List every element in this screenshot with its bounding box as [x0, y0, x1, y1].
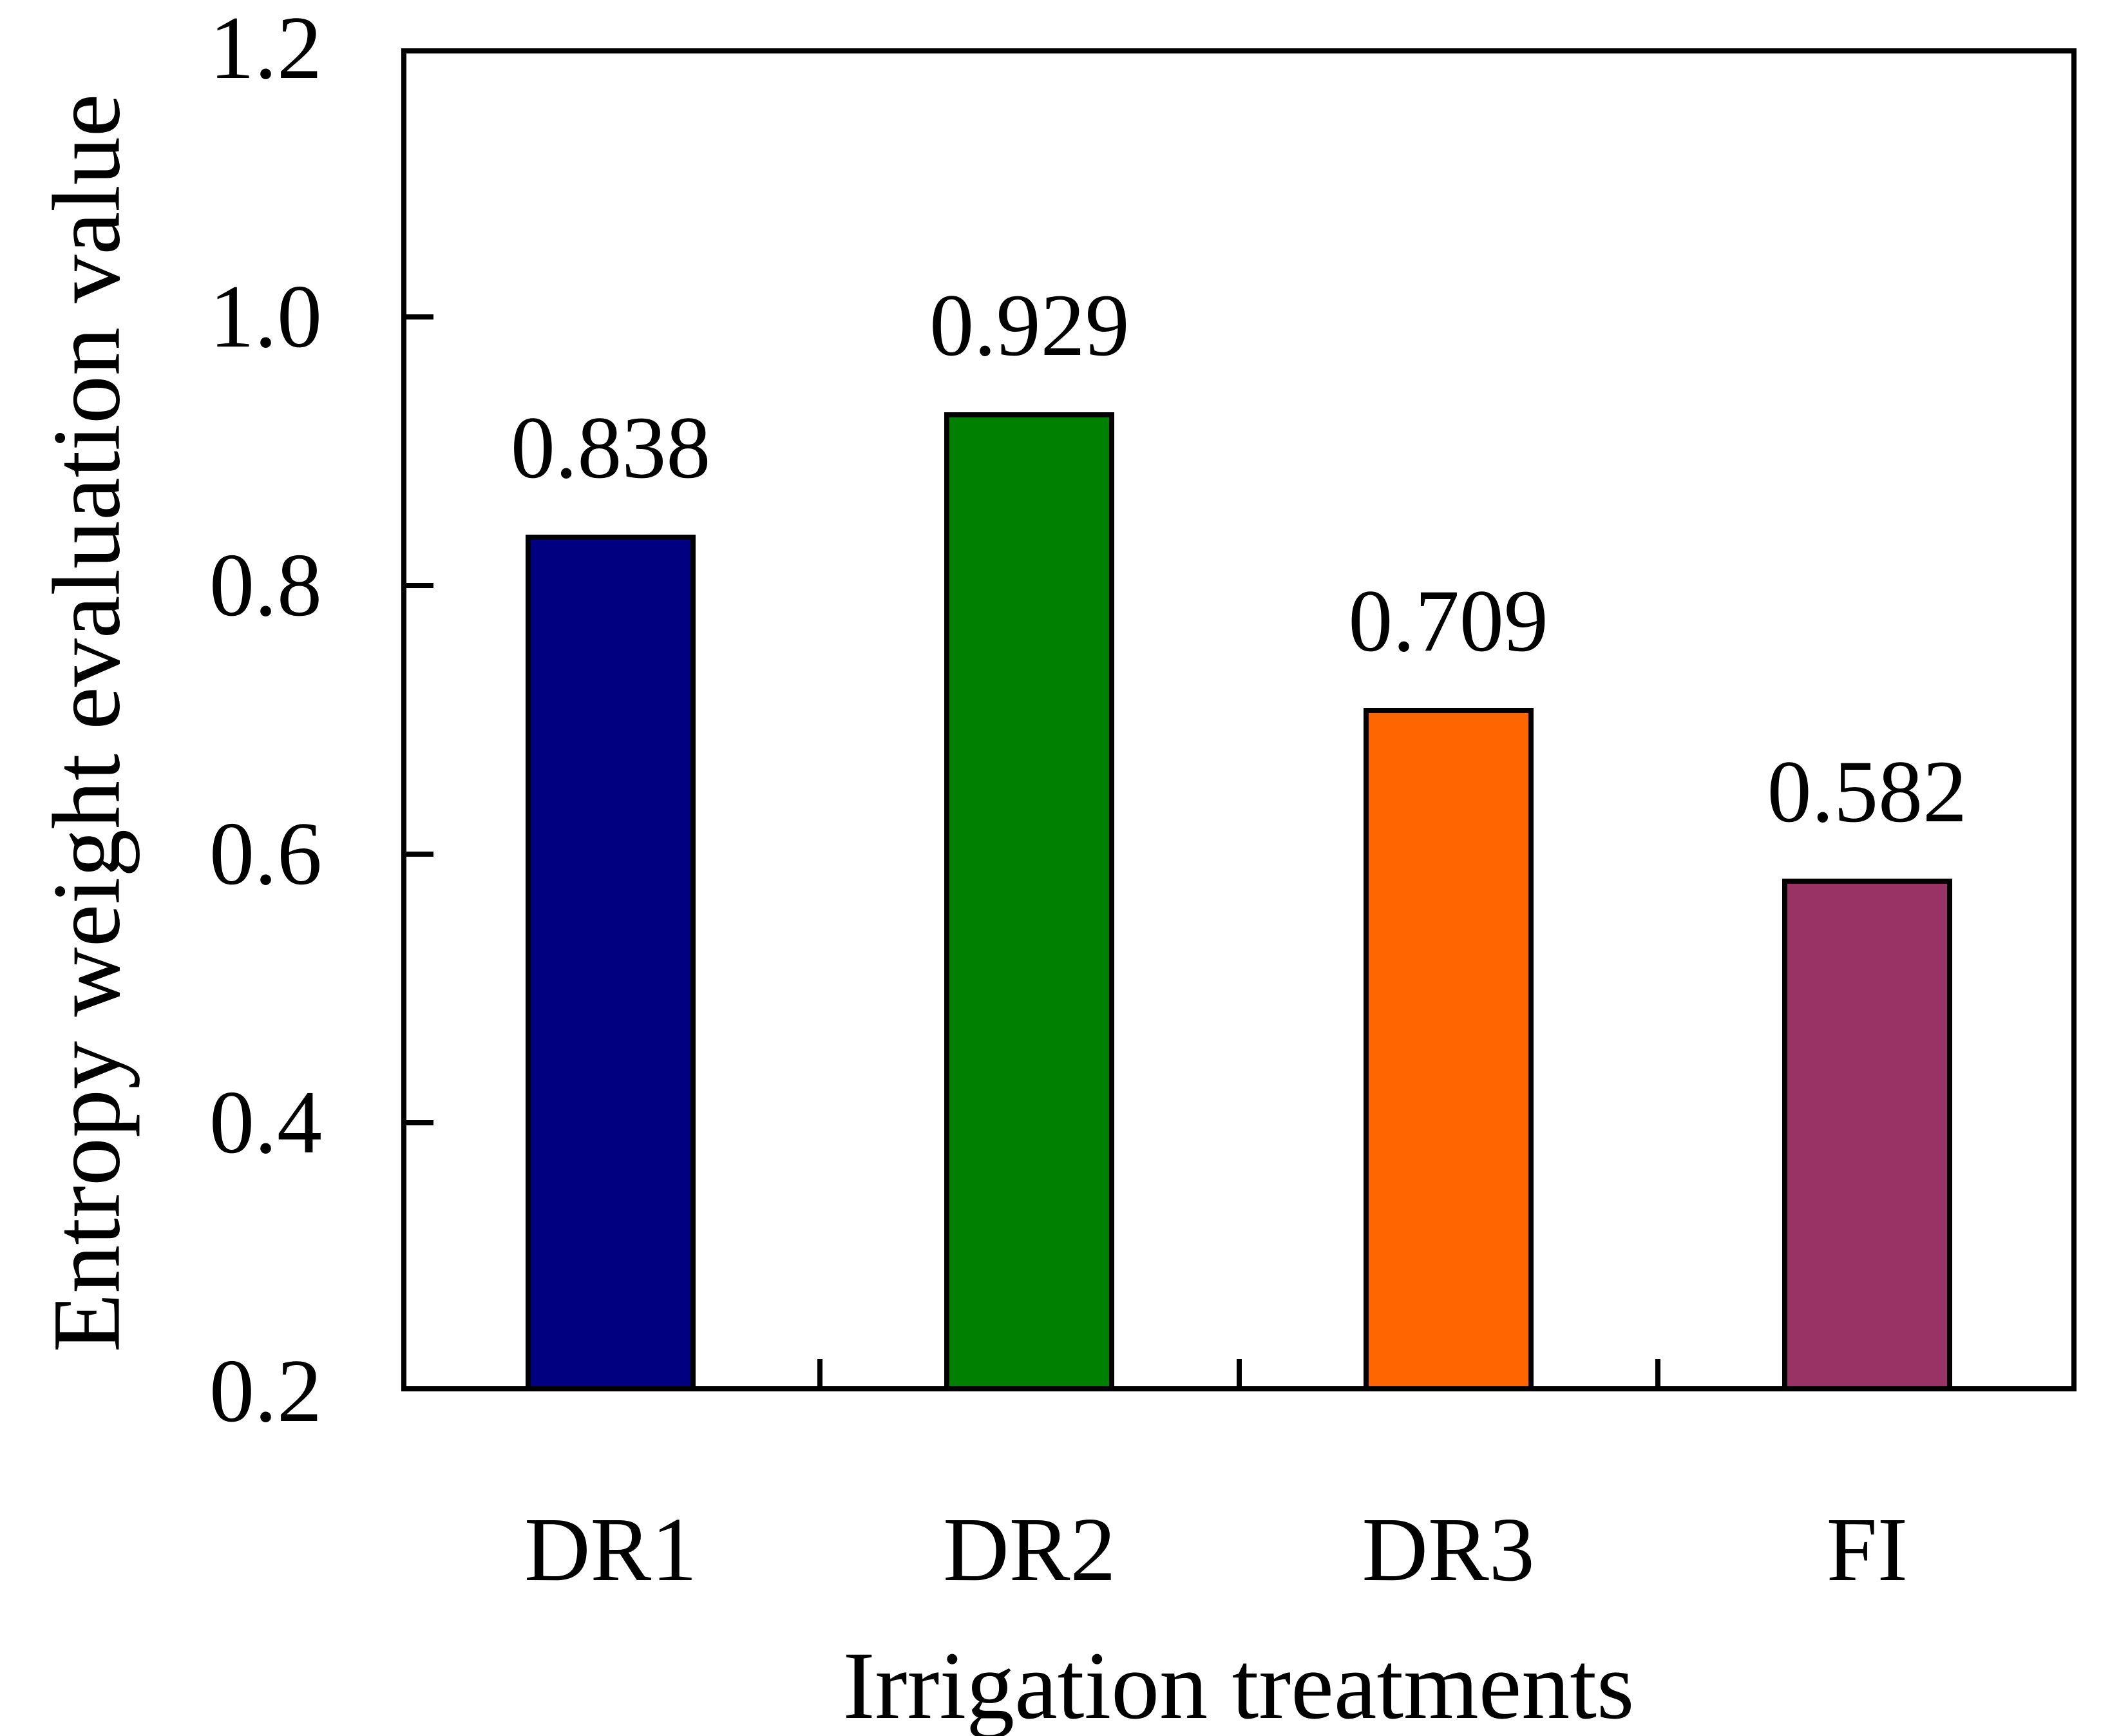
x-category-label: DR3: [1362, 1498, 1535, 1600]
y-tick-label: 0.8: [209, 535, 322, 635]
y-tick-mark: [406, 1120, 433, 1125]
y-tick-label: 1.2: [209, 0, 322, 98]
bar-value-label: 0.838: [510, 397, 711, 497]
bar-value-label: 0.709: [1348, 571, 1548, 670]
y-tick-label: 0.4: [209, 1073, 322, 1172]
bar-value-label: 0.929: [929, 276, 1130, 375]
bar: [526, 534, 696, 1391]
x-tick-mark: [1655, 1359, 1660, 1386]
bar: [1363, 707, 1534, 1391]
x-axis-title: Irrigation treatments: [842, 1632, 1635, 1736]
y-tick-mark: [406, 314, 433, 320]
x-category-label: DR1: [524, 1498, 698, 1600]
x-tick-mark: [1236, 1359, 1242, 1386]
y-tick-mark: [406, 583, 433, 588]
bar-value-label: 0.582: [1767, 741, 1968, 841]
y-tick-mark: [406, 852, 433, 857]
bar: [944, 412, 1115, 1391]
y-tick-label: 0.6: [209, 804, 322, 904]
y-tick-label: 0.2: [209, 1341, 322, 1441]
x-category-label: FI: [1826, 1498, 1908, 1600]
x-tick-mark: [817, 1359, 823, 1386]
x-category-label: DR2: [943, 1498, 1116, 1600]
bar: [1782, 878, 1952, 1391]
y-axis-title: Entropy weight evaluation value: [33, 93, 140, 1353]
y-tick-label: 1.0: [209, 267, 322, 367]
